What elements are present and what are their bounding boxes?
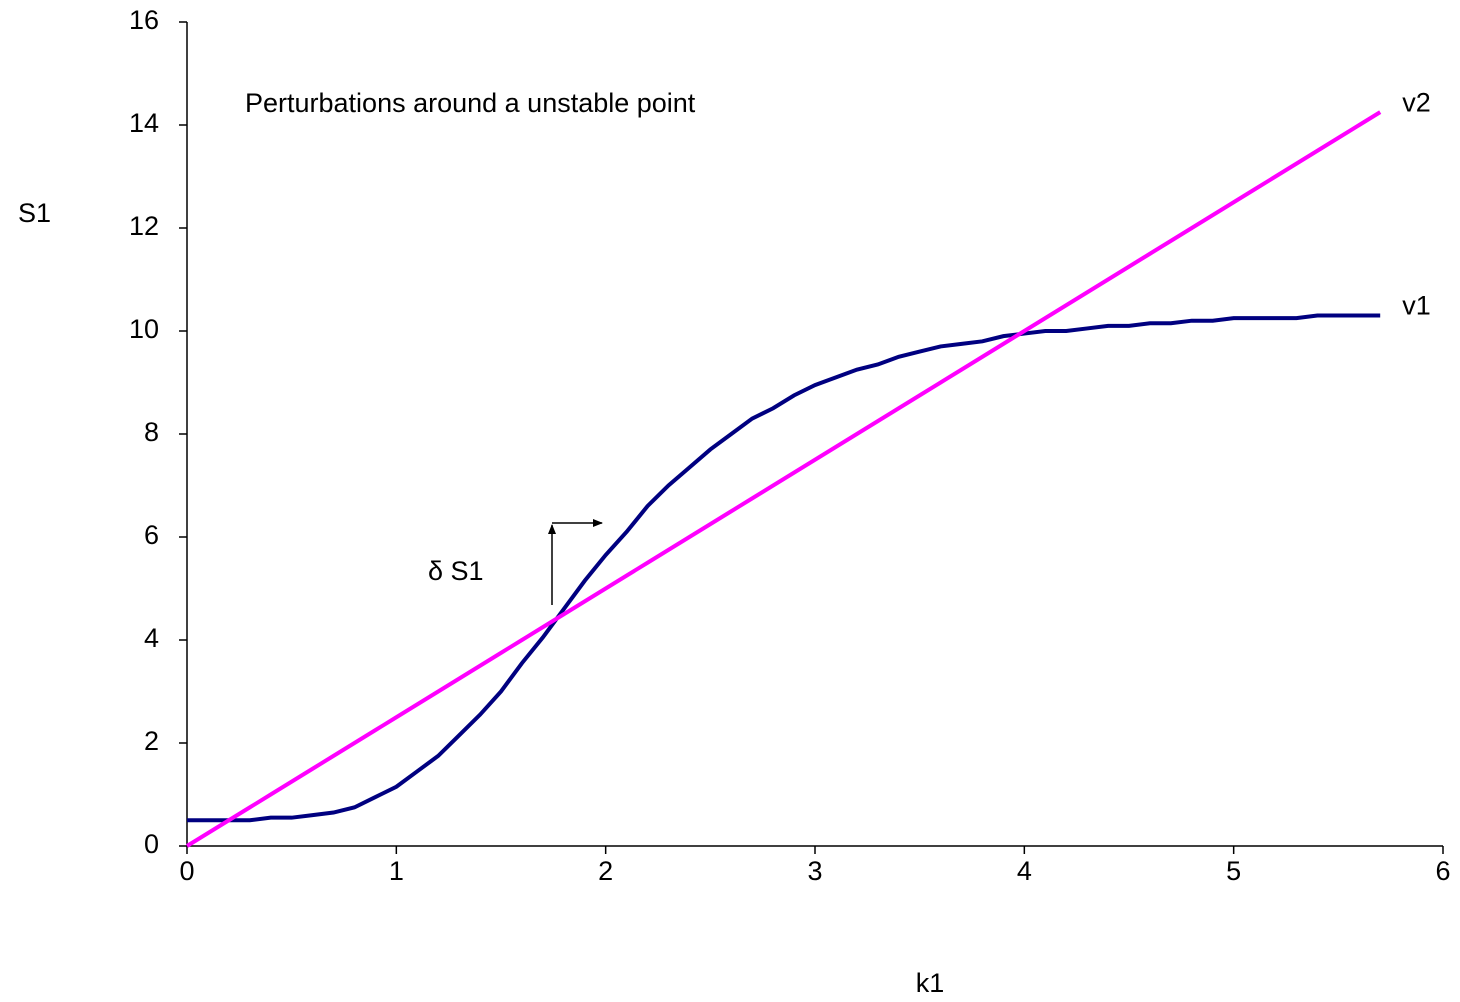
y-tick-label: 4 [144,623,159,653]
y-tick-label: 10 [129,314,159,344]
chart-title: Perturbations around a unstable point [245,88,696,118]
x-tick-label: 1 [389,856,404,886]
series-label: v1 [1402,291,1431,321]
x-tick-label: 2 [598,856,613,886]
y-tick-label: 6 [144,520,159,550]
series-line [187,313,1381,823]
x-tick-label: 0 [179,856,194,886]
y-tick-label: 8 [144,417,159,447]
series-label: v2 [1402,87,1431,117]
y-tick-label: 0 [144,829,159,859]
x-tick-label: 5 [1226,856,1241,886]
series-line [185,110,1382,848]
x-tick-label: 6 [1435,856,1450,886]
y-tick-label: 16 [129,5,159,35]
x-axis-label: k1 [916,968,945,998]
y-axis-label: S1 [18,198,51,228]
x-tick-label: 4 [1017,856,1032,886]
x-tick-label: 3 [807,856,822,886]
annotation: δ S1 [428,556,484,586]
y-tick-label: 14 [129,108,159,138]
y-tick-label: 2 [144,726,159,756]
y-tick-label: 12 [129,211,159,241]
